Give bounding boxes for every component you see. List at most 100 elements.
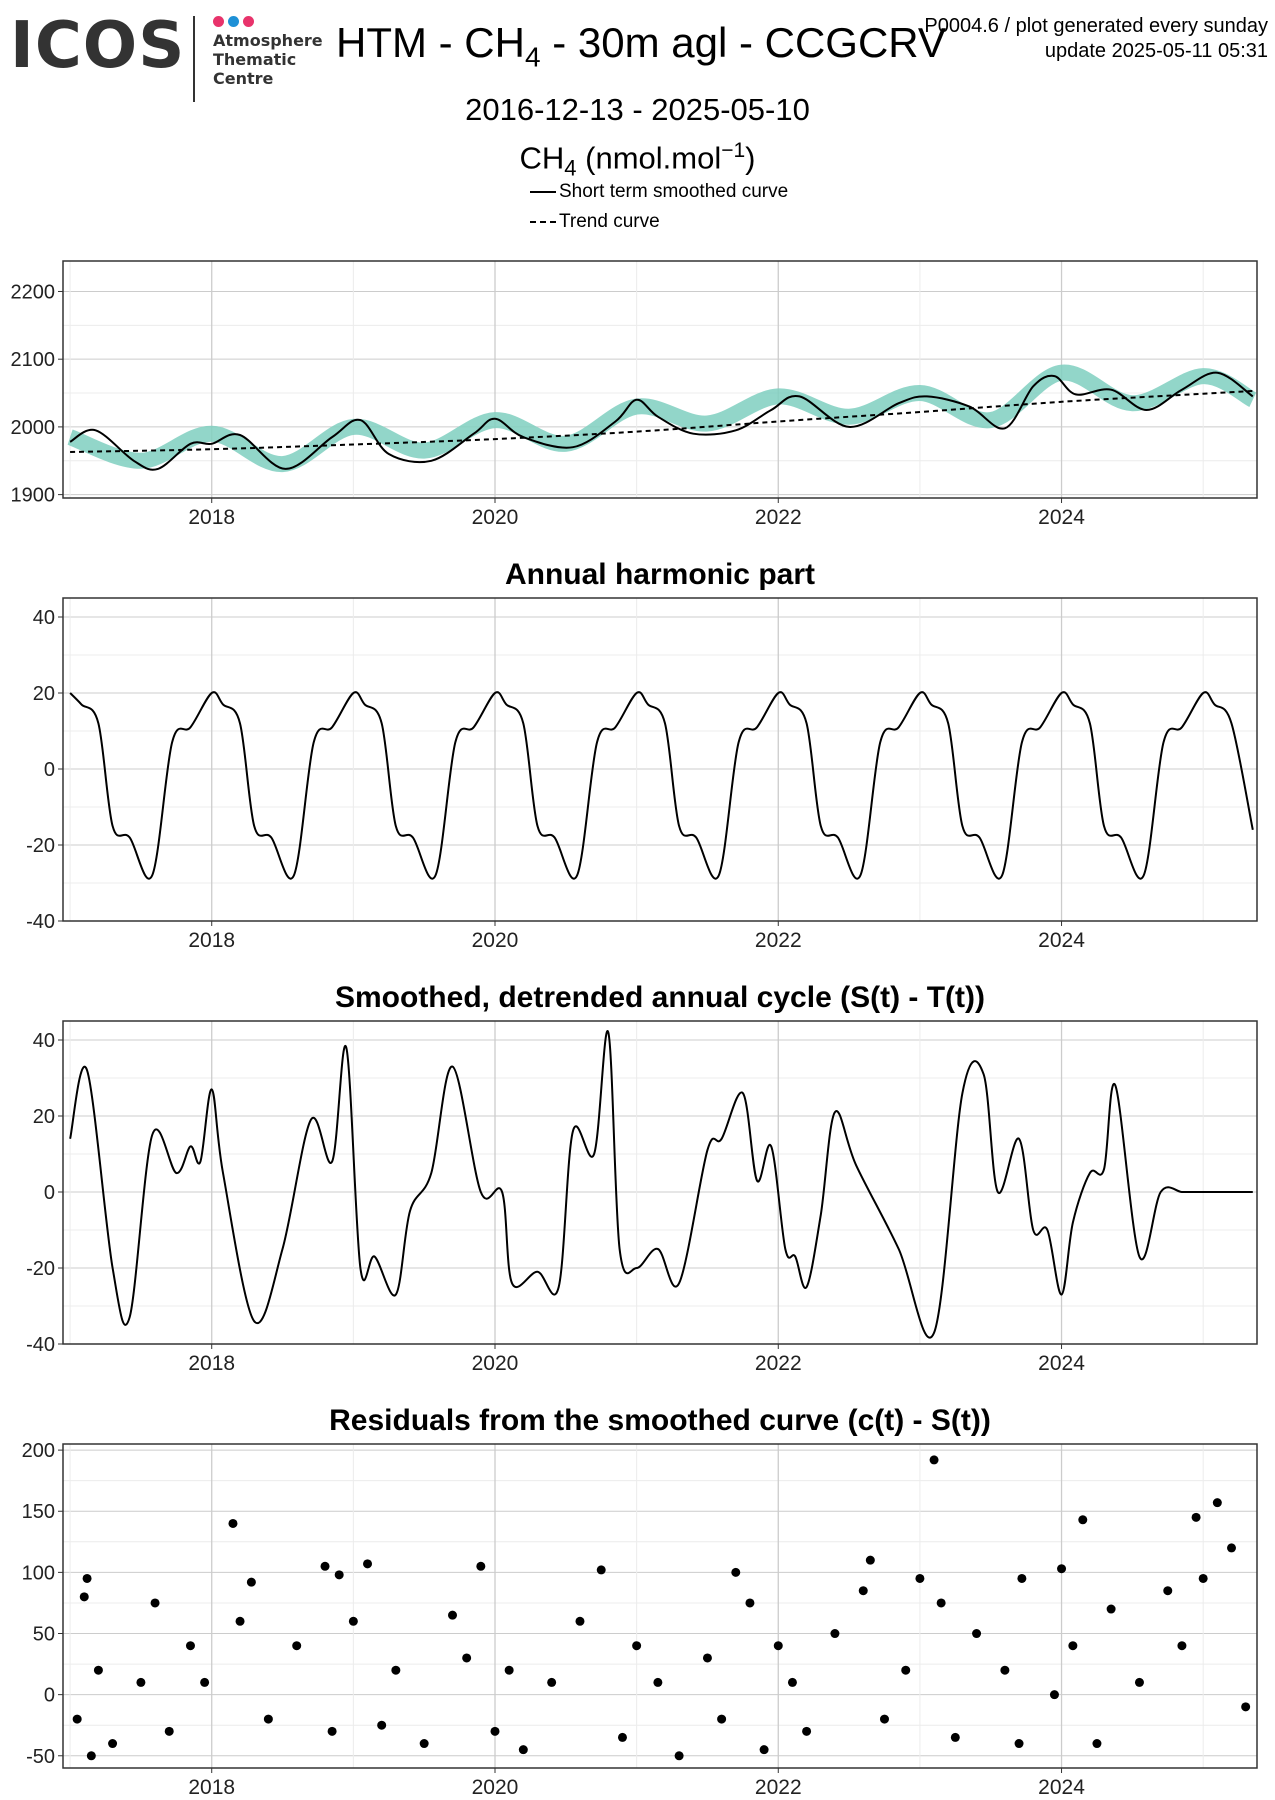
scatter-point — [1227, 1543, 1237, 1553]
scatter-point — [504, 1665, 514, 1675]
icos-logo: ICOS — [10, 9, 186, 83]
unit-main: CH — [519, 140, 565, 176]
page-title: HTM - CH4 - 30m agl - CCGCRV — [336, 19, 946, 73]
scatter-point — [1177, 1641, 1187, 1651]
scatter-point — [1057, 1564, 1067, 1574]
x-tick-label: 2024 — [1038, 1352, 1085, 1375]
y-tick-label: 1900 — [11, 485, 56, 507]
y-tick-label: 40 — [33, 607, 55, 629]
logo-dot-icon — [243, 16, 254, 27]
logo-dot-icon — [228, 16, 239, 27]
unit-superscript: −1 — [721, 139, 746, 162]
scatter-point — [490, 1726, 500, 1736]
scatter-point — [185, 1641, 195, 1651]
scatter-point — [136, 1677, 146, 1687]
scatter-point — [802, 1726, 812, 1736]
y-tick-label: 0 — [44, 759, 55, 781]
scatter-point — [228, 1518, 238, 1528]
y-tick-label: 200 — [22, 1440, 55, 1462]
scatter-point — [348, 1616, 358, 1626]
scatter-point — [1241, 1702, 1251, 1712]
series-line-smoothed — [69, 371, 1254, 471]
scatter-point — [915, 1573, 925, 1583]
scatter-point — [674, 1751, 684, 1761]
logo-subtitle-line: Atmosphere — [213, 31, 323, 50]
scatter-point — [717, 1714, 727, 1724]
y-tick-label: -50 — [26, 1746, 55, 1768]
x-tick-label: 2018 — [188, 506, 235, 529]
scatter-point — [93, 1665, 103, 1675]
scatter-point — [858, 1586, 868, 1596]
scatter-point — [575, 1616, 585, 1626]
scatter-point — [419, 1739, 429, 1749]
logo-dot-icon — [213, 16, 224, 27]
x-tick-label: 2020 — [472, 1352, 519, 1375]
plot-frame — [62, 260, 1258, 499]
scatter-point — [972, 1629, 982, 1639]
unit-subscript: 4 — [564, 155, 577, 181]
scatter-point — [1092, 1739, 1102, 1749]
scatter-point — [745, 1598, 755, 1608]
x-tick-label: 2022 — [755, 929, 802, 952]
y-tick-label: 20 — [33, 1106, 55, 1128]
scatter-point — [1017, 1573, 1027, 1583]
x-tick-label: 2024 — [1038, 1776, 1085, 1799]
scatter-point — [448, 1610, 458, 1620]
scatter-point — [865, 1555, 875, 1565]
scatter-point — [1000, 1665, 1010, 1675]
series-line-smoothed — [69, 691, 1254, 880]
scatter-point — [879, 1714, 889, 1724]
plot-frame — [62, 597, 1258, 922]
title-main: HTM - CH — [336, 19, 525, 66]
scatter-point — [235, 1616, 245, 1626]
scatter-point — [72, 1714, 82, 1724]
scatter-point — [759, 1745, 769, 1755]
unit-label: CH4 (nmol.mol−1) — [0, 139, 1275, 182]
scatter-point — [334, 1570, 344, 1580]
y-tick-label: 100 — [22, 1562, 55, 1584]
scatter-point — [79, 1592, 89, 1602]
legend-item-short-term: Short term smoothed curve — [530, 181, 788, 203]
logo-separator — [193, 16, 195, 102]
legend-dashed-line-icon — [530, 221, 556, 223]
scatter-point — [263, 1714, 273, 1724]
scatter-point — [82, 1573, 92, 1583]
scatter-point — [950, 1732, 960, 1742]
meta-line-version: P0004.6 / plot generated every sunday — [924, 15, 1268, 37]
x-tick-label: 2020 — [472, 1776, 519, 1799]
scatter-point — [1191, 1512, 1201, 1522]
scatter-point — [86, 1751, 96, 1761]
scatter-point — [731, 1567, 741, 1577]
title-subscript: 4 — [524, 41, 541, 73]
y-tick-label: 0 — [44, 1182, 55, 1204]
x-tick-label: 2018 — [188, 929, 235, 952]
scatter-point — [292, 1641, 302, 1651]
chart-panel-4: -50 0 50 100 150 200 2018 2020 2022 2024 Residuals… — [22, 1404, 1258, 1799]
plot-meta: P0004.6 / plot generated every sunday up… — [924, 14, 1268, 64]
scatter-point — [830, 1629, 840, 1639]
x-tick-label: 2020 — [472, 506, 519, 529]
chart-panel-2: -40 -20 0 20 40 2018 2020 2022 2024 Annual harmon… — [26, 558, 1258, 952]
scatter-point — [164, 1726, 174, 1736]
chart-title: Residuals from the smoothed curve (c(t) … — [329, 1404, 991, 1437]
y-tick-label: 2000 — [11, 417, 56, 439]
scatter-point — [518, 1745, 528, 1755]
logo-subtitle-line: Centre — [213, 69, 274, 88]
scatter-point — [150, 1598, 160, 1608]
scatter-point — [617, 1732, 627, 1742]
scatter-point — [363, 1559, 373, 1569]
scatter-point — [327, 1726, 337, 1736]
plot-frame — [62, 1020, 1258, 1345]
y-tick-label: 50 — [33, 1624, 55, 1646]
series-line-raw — [67, 364, 1257, 473]
scatter-point — [200, 1677, 210, 1687]
x-tick-label: 2022 — [755, 506, 802, 529]
chart-title: Smoothed, detrended annual cycle (S(t) -… — [335, 981, 985, 1014]
legend-item-trend: Trend curve — [530, 211, 660, 233]
scatter-point — [320, 1561, 330, 1571]
chart-panel-1: 1900 2000 2100 2200 2018 2020 2022 2024 — [11, 260, 1258, 529]
scatter-point — [901, 1665, 911, 1675]
logo-subtitle-line: Thematic — [213, 50, 297, 69]
x-tick-label: 2022 — [755, 1352, 802, 1375]
scatter-point — [787, 1677, 797, 1687]
